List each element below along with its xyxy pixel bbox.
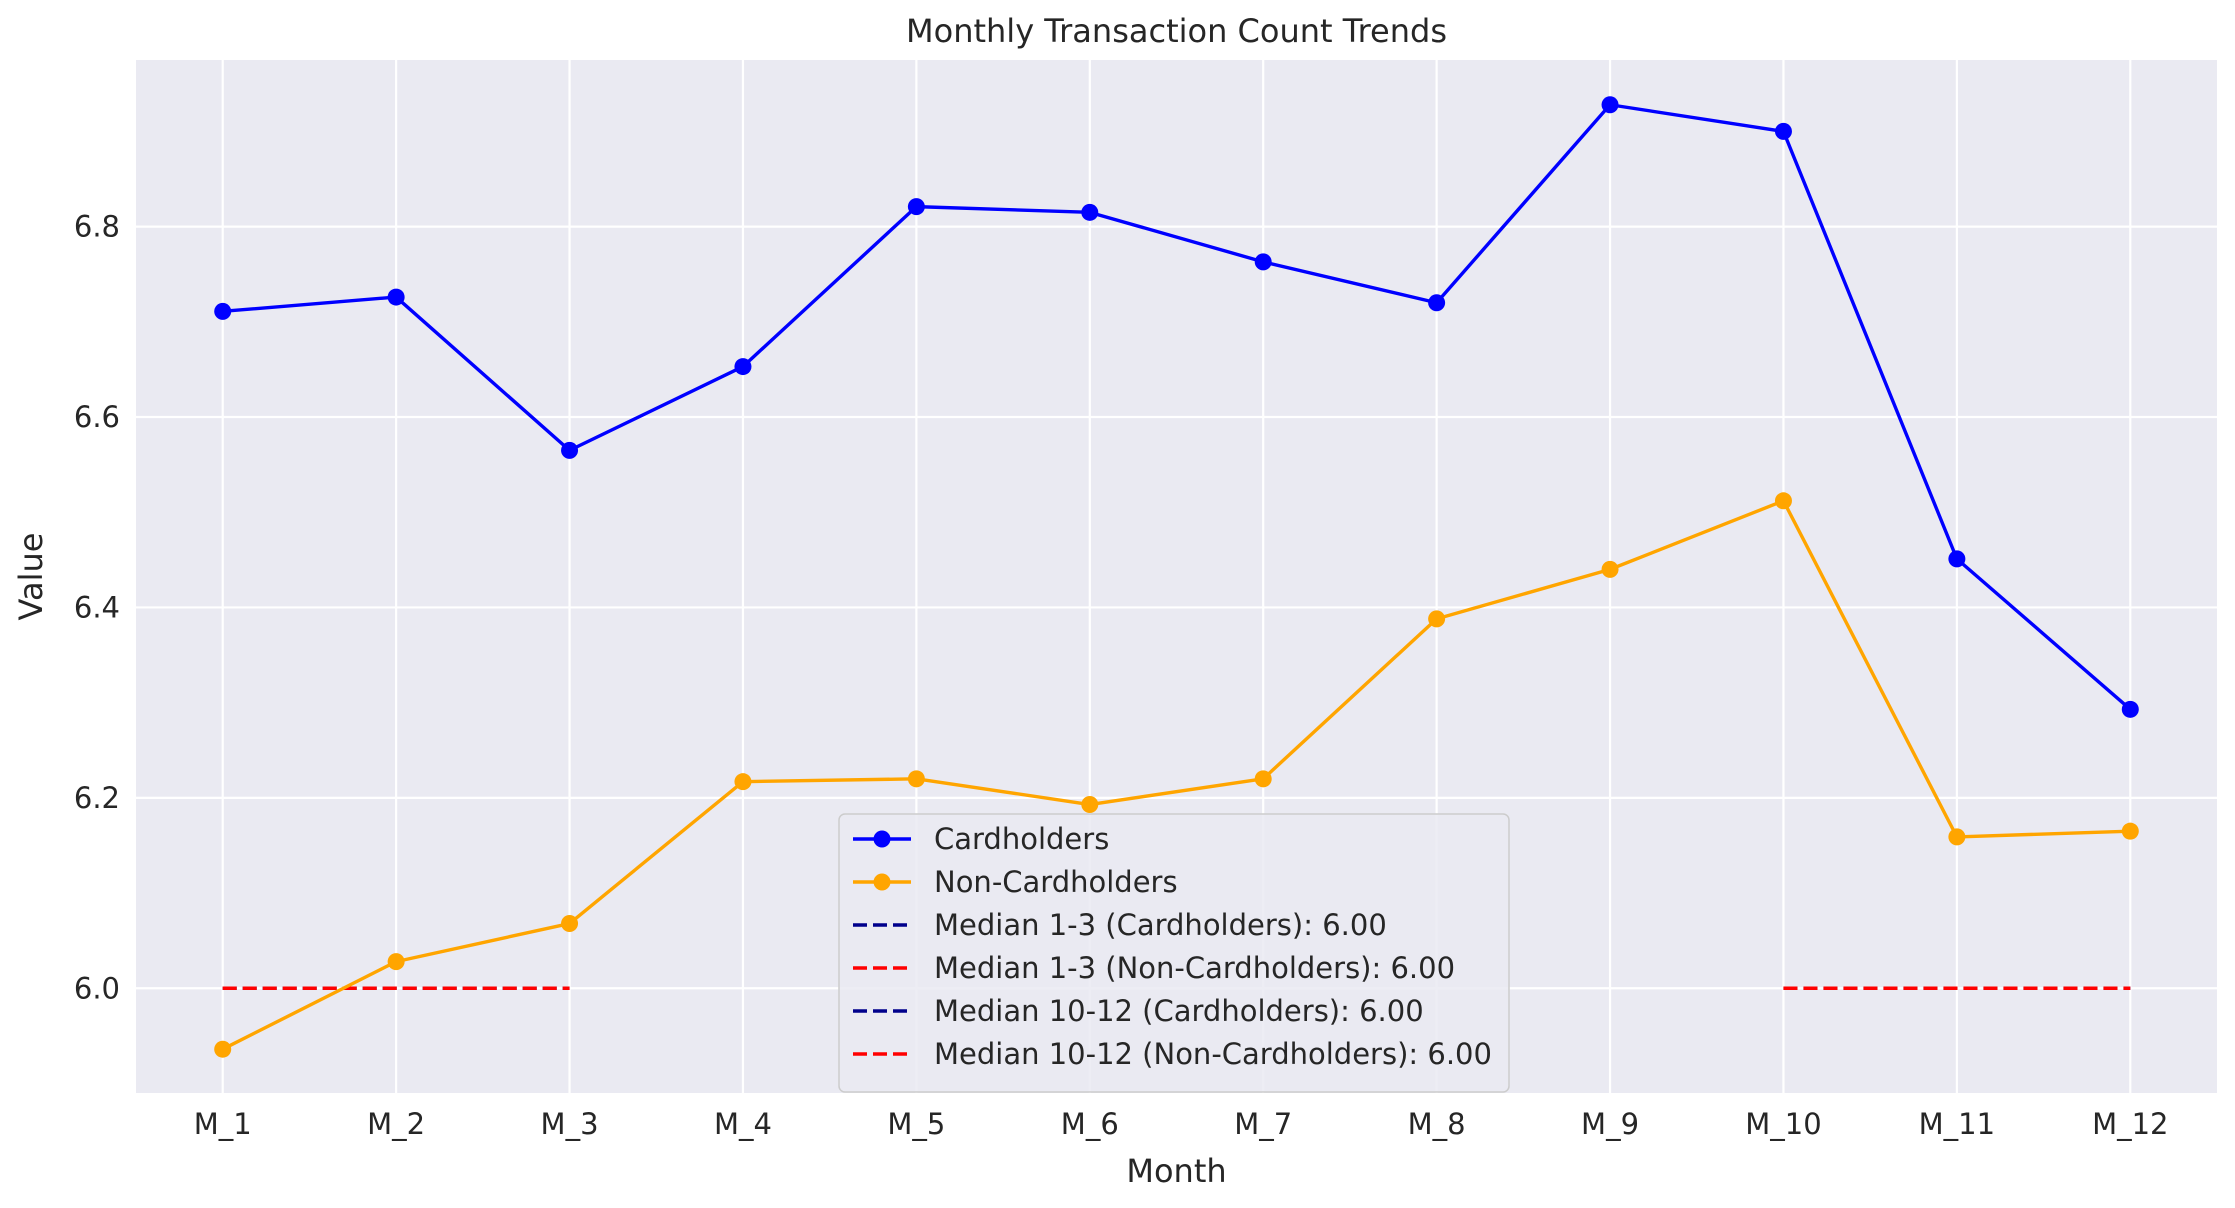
legend-item: Median 1-3 (Non-Cardholders): 6.00 <box>853 951 1455 985</box>
series-cardholders <box>214 96 2139 718</box>
legend-item: Non-Cardholders <box>853 865 1178 899</box>
data-point <box>214 1040 232 1058</box>
data-point <box>387 953 405 971</box>
legend-swatch-marker <box>873 873 891 891</box>
series-non-cardholders <box>214 492 2139 1058</box>
x-tick-label: M_1 <box>194 1107 252 1141</box>
y-tick-label: 6.8 <box>74 210 120 244</box>
grid-lines <box>136 60 2217 1093</box>
x-tick-label: M_7 <box>1234 1107 1292 1141</box>
series-line <box>221 499 2131 1051</box>
legend: Cardholders Non-Cardholders Median 1-3 (Ca… <box>838 813 1510 1093</box>
data-point <box>734 773 752 791</box>
legend-label: Cardholders <box>934 822 1109 856</box>
legend-item: Cardholders <box>853 822 1109 856</box>
data-point <box>1601 96 1619 114</box>
data-point <box>561 915 579 933</box>
x-axis-ticks: M_1 M_2 M_3 M_4 M_5 M_6 M_7 M_8 M_9 M_10 M_11 M_12 <box>194 1107 2169 1141</box>
y-tick-label: 6.6 <box>74 400 120 434</box>
x-tick-label: M_3 <box>541 1107 599 1141</box>
data-point <box>2121 822 2139 840</box>
data-point <box>1081 796 1099 814</box>
data-point <box>907 770 925 788</box>
x-tick-label: M_2 <box>367 1107 425 1141</box>
x-tick-label: M_6 <box>1061 1107 1119 1141</box>
data-point <box>561 441 579 459</box>
x-tick-label: M_5 <box>887 1107 945 1141</box>
data-point <box>1774 122 1792 140</box>
data-point <box>1601 560 1619 578</box>
data-point <box>1428 610 1446 628</box>
legend-item: Median 1-3 (Cardholders): 6.00 <box>853 908 1387 942</box>
legend-box <box>838 813 1510 1093</box>
x-axis-title: Month <box>1126 1152 1226 1190</box>
x-tick-label: M_9 <box>1581 1107 1639 1141</box>
x-tick-label: M_8 <box>1408 1107 1466 1141</box>
data-point <box>2121 700 2139 718</box>
legend-label: Median 1-3 (Non-Cardholders): 6.00 <box>934 951 1455 985</box>
data-point <box>1948 828 1966 846</box>
data-point <box>1428 294 1446 312</box>
x-tick-label: M_10 <box>1745 1107 1821 1141</box>
data-point <box>1774 492 1792 510</box>
data-point <box>734 358 752 376</box>
data-point <box>387 288 405 306</box>
data-point <box>907 198 925 216</box>
data-series <box>214 96 2139 1058</box>
data-point <box>1254 253 1272 271</box>
legend-item: Median 10-12 (Cardholders): 6.00 <box>853 994 1424 1028</box>
x-tick-label: M_12 <box>2092 1107 2168 1141</box>
y-axis-ticks: 6.0 6.2 6.4 6.6 6.8 <box>74 210 120 1006</box>
y-tick-label: 6.0 <box>74 971 120 1005</box>
x-tick-label: M_11 <box>1919 1107 1995 1141</box>
legend-swatch-marker <box>873 830 891 848</box>
y-tick-label: 6.4 <box>74 590 120 624</box>
legend-label: Median 10-12 (Non-Cardholders): 6.00 <box>934 1037 1492 1071</box>
series-line <box>222 103 2132 711</box>
data-point <box>214 302 232 320</box>
x-tick-label: M_4 <box>714 1107 772 1141</box>
y-tick-label: 6.2 <box>74 781 120 815</box>
data-point <box>1948 550 1966 568</box>
legend-label: Non-Cardholders <box>934 865 1178 899</box>
data-point <box>1254 770 1272 788</box>
chart-title: Monthly Transaction Count Trends <box>906 12 1447 50</box>
legend-item: Median 10-12 (Non-Cardholders): 6.00 <box>853 1037 1492 1071</box>
y-axis-title: Value <box>12 533 50 621</box>
legend-label: Median 10-12 (Cardholders): 6.00 <box>934 994 1424 1028</box>
data-point <box>1081 203 1099 221</box>
legend-label: Median 1-3 (Cardholders): 6.00 <box>934 908 1387 942</box>
